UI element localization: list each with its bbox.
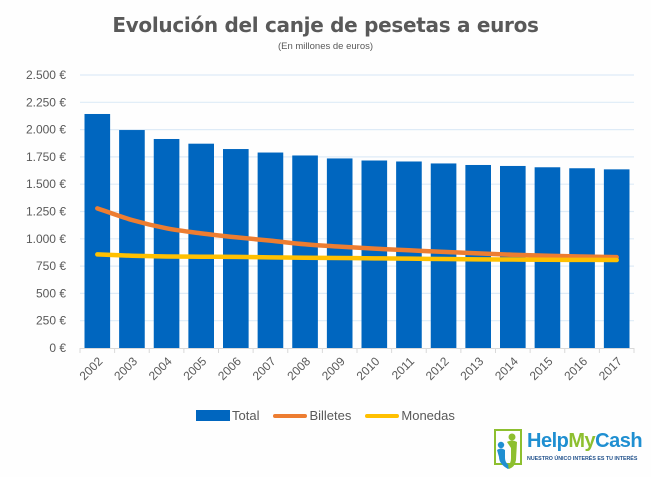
x-tick-label: 2008 <box>284 354 313 383</box>
bars-total <box>84 113 630 348</box>
x-tick-label: 2009 <box>319 354 348 383</box>
y-tick-label: 2.500 € <box>26 68 66 82</box>
x-tick-label: 2005 <box>181 354 210 383</box>
legend-swatch-total <box>196 410 230 421</box>
legend-item-billetes[interactable]: Billetes <box>273 408 351 423</box>
bar-total-2008[interactable] <box>292 155 318 348</box>
bar-total-2011[interactable] <box>396 161 422 348</box>
x-axis-ticks: 2002 2003 2004 2005 2006 2007 2008 2009 2010 2011… <box>77 354 625 383</box>
legend-swatch-billetes <box>273 413 308 418</box>
people-icon <box>494 429 522 469</box>
legend-item-total[interactable]: Total <box>196 408 259 423</box>
bar-total-2003[interactable] <box>119 130 145 348</box>
y-tick-label: 2.250 € <box>26 95 66 109</box>
legend-item-monedas[interactable]: Monedas <box>365 408 455 423</box>
x-tick-label: 2016 <box>561 354 590 383</box>
x-tick-label: 2014 <box>492 354 521 383</box>
x-tick-label: 2013 <box>458 354 487 383</box>
bar-total-2006[interactable] <box>223 149 249 348</box>
x-tick-label: 2011 <box>389 354 417 382</box>
logo-tagline: NUESTRO ÚNICO INTERÉS ES TU INTERÉS <box>527 456 638 462</box>
legend-swatch-monedas <box>365 413 400 418</box>
x-tick-label: 2010 <box>354 354 383 383</box>
y-tick-label: 1.000 € <box>26 232 66 246</box>
x-tick-label: 2004 <box>146 354 175 383</box>
x-tick-label: 2012 <box>423 354 452 383</box>
x-tick-label: 2002 <box>77 354 106 383</box>
y-tick-label: 1.250 € <box>26 205 66 219</box>
chart-title: Evolución del canje de pesetas a euros <box>112 13 539 37</box>
x-tick-label: 2007 <box>250 354 279 383</box>
legend-label-billetes: Billetes <box>309 408 352 423</box>
y-tick-label: 1.750 € <box>26 150 66 164</box>
chart-subtitle: (En millones de euros) <box>277 41 374 52</box>
y-tick-label: 500 € <box>36 286 66 300</box>
logo-brand: HelpMyCash <box>527 430 643 452</box>
x-tick-label: 2017 <box>596 354 625 383</box>
y-tick-label: 250 € <box>36 314 66 328</box>
x-tick-label: 2003 <box>111 354 140 383</box>
bar-total-2010[interactable] <box>361 160 388 348</box>
line-monedas[interactable] <box>95 252 619 263</box>
series-lines <box>95 206 619 263</box>
legend-label-monedas: Monedas <box>401 408 455 423</box>
y-tick-label: 2.000 € <box>26 123 66 137</box>
bar-total-2009[interactable] <box>326 158 353 348</box>
y-tick-label: 0 € <box>49 341 66 355</box>
bar-total-2002[interactable] <box>84 113 111 348</box>
x-tick-label: 2006 <box>215 354 244 383</box>
bar-total-2004[interactable] <box>153 138 180 348</box>
y-tick-label: 750 € <box>36 259 66 273</box>
helpmycash-logo[interactable]: HelpMyCash NUESTRO ÚNICO INTERÉS ES TU I… <box>492 428 643 472</box>
bar-total-2005[interactable] <box>188 143 214 348</box>
bar-total-2012[interactable] <box>430 163 457 348</box>
legend: Total Billetes Monedas <box>196 408 469 423</box>
bar-total-2013[interactable] <box>465 164 491 348</box>
legend-label-total: Total <box>232 408 260 423</box>
x-tick-label: 2015 <box>527 354 556 383</box>
y-tick-label: 1.500 € <box>26 177 66 191</box>
x-axis <box>79 348 635 353</box>
bar-total-2007[interactable] <box>257 152 284 348</box>
line-billetes[interactable] <box>95 206 619 260</box>
y-axis-ticks: 0 € 250 € 500 € 750 € 1.000 € 1.250 € 1.500 € 1… <box>26 68 66 355</box>
